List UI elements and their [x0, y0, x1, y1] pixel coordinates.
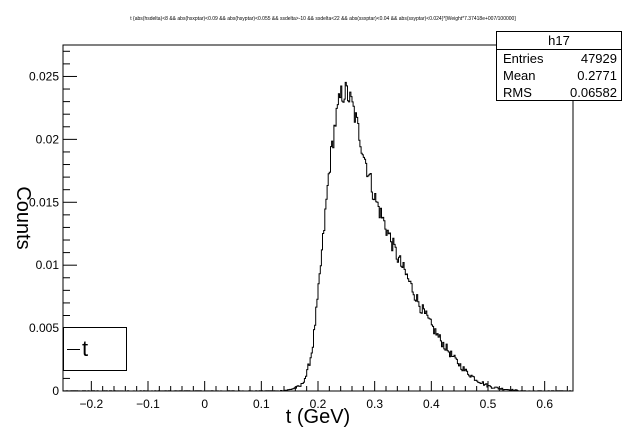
y-tick-label: 0.015 — [29, 195, 59, 209]
x-tick-label: −0.2 — [79, 397, 103, 411]
histogram-line — [62, 81, 573, 392]
stats-mean-label: Mean — [503, 68, 536, 83]
legend-entry-label: t — [82, 336, 89, 361]
x-tick-label: 0.5 — [480, 397, 497, 411]
x-tick-label: −0.1 — [136, 397, 160, 411]
x-tick-label: 0.1 — [253, 397, 270, 411]
stats-mean-row: Mean 0.2771 — [497, 67, 621, 84]
chart-title: t {abs(hsdelta)<8 && abs(hsxptar)<0.09 &… — [130, 16, 516, 22]
x-axis-ticks: −0.2 −0.1 0 0.1 0.2 0.3 0.4 0.5 0.6 — [79, 381, 568, 411]
x-tick-label: 0.3 — [366, 397, 383, 411]
legend-line-swatch — [67, 349, 80, 350]
legend-box: t — [63, 327, 127, 371]
stats-rms-row: RMS 0.06582 — [497, 84, 621, 101]
y-tick-label: 0.025 — [29, 69, 59, 83]
x-tick-label: 0.4 — [423, 397, 440, 411]
y-axis-label: Counts — [12, 186, 34, 249]
y-tick-label: 0.01 — [36, 258, 60, 272]
stats-entries-label: Entries — [503, 51, 544, 66]
x-tick-label: 0 — [201, 397, 208, 411]
stats-entries-value: 47929 — [580, 51, 617, 66]
stats-rms-label: RMS — [503, 85, 532, 100]
y-axis-ticks: 0 0.005 0.01 0.015 0.02 0.025 — [29, 50, 77, 398]
y-tick-label: 0.02 — [36, 132, 60, 146]
x-tick-label: 0.6 — [536, 397, 553, 411]
stats-rms-value: 0.06582 — [570, 85, 617, 100]
stats-box: h17 Entries 47929 Mean 0.2771 RMS 0.0658… — [496, 31, 622, 101]
x-tick-label: 0.2 — [310, 397, 327, 411]
y-tick-label: 0.005 — [29, 321, 59, 335]
stats-histogram-name: h17 — [497, 32, 621, 50]
y-tick-label: 0 — [52, 384, 59, 398]
x-axis-label: t (GeV) — [286, 406, 350, 428]
stats-mean-value: 0.2771 — [577, 68, 617, 83]
stats-entries-row: Entries 47929 — [497, 50, 621, 67]
